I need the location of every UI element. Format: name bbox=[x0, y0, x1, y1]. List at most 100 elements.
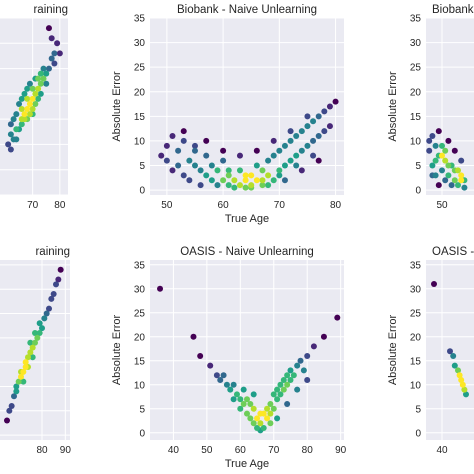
scatter-point bbox=[320, 333, 327, 340]
scatter-point bbox=[203, 172, 210, 179]
y-tick-label: 20 bbox=[134, 87, 146, 98]
y-tick-label: 30 bbox=[410, 284, 422, 295]
scatter-point bbox=[242, 172, 249, 179]
scatter-point bbox=[18, 373, 24, 380]
scatter-point bbox=[231, 184, 238, 191]
x-axis-label: True Age bbox=[225, 458, 269, 470]
scatter-point bbox=[270, 405, 277, 412]
scatter-point bbox=[310, 118, 317, 125]
scatter-point bbox=[242, 184, 249, 191]
scatter-point bbox=[293, 133, 300, 139]
scatter-point bbox=[429, 162, 436, 169]
scatter-point bbox=[15, 378, 22, 385]
subplot-title: raining bbox=[33, 4, 68, 16]
scatter-point bbox=[277, 391, 284, 398]
scatter-point bbox=[169, 167, 176, 174]
scatter-point bbox=[280, 377, 287, 383]
scatter-point bbox=[240, 386, 247, 393]
y-tick-label: 15 bbox=[410, 356, 422, 367]
scatter-point bbox=[190, 333, 197, 340]
scatter-point bbox=[276, 147, 283, 154]
scatter-point bbox=[294, 362, 301, 369]
plot-area bbox=[150, 260, 344, 440]
scatter-point bbox=[32, 339, 38, 346]
scatter-point bbox=[220, 147, 227, 154]
scatter-point bbox=[267, 410, 274, 417]
scatter-point bbox=[456, 372, 463, 379]
scatter-point bbox=[304, 113, 311, 120]
x-tick-label: 50 bbox=[436, 200, 448, 211]
scatter-point bbox=[227, 386, 234, 393]
scatter-points bbox=[5, 25, 63, 153]
scatter-point bbox=[315, 157, 322, 164]
x-tick-label: 40 bbox=[436, 445, 448, 456]
scatter-point bbox=[247, 401, 254, 407]
plot-area bbox=[150, 18, 344, 195]
scatter-point bbox=[310, 343, 317, 350]
x-tick-label: 50 bbox=[161, 200, 173, 211]
plot-area bbox=[426, 18, 474, 195]
scatter-point bbox=[287, 137, 294, 144]
scatter-point bbox=[254, 425, 261, 431]
scatter-point bbox=[51, 60, 58, 67]
scatter-point bbox=[26, 100, 33, 107]
scatter-point bbox=[442, 147, 449, 154]
scatter-point bbox=[40, 75, 47, 82]
scatter-point bbox=[250, 391, 257, 398]
scatter-point bbox=[233, 391, 240, 398]
scatter-point bbox=[39, 325, 45, 332]
x-tick-label: 60 bbox=[235, 445, 247, 456]
y-tick-label: 25 bbox=[134, 63, 146, 74]
y-tick-label: 30 bbox=[134, 284, 146, 295]
scatter-point bbox=[290, 372, 297, 379]
scatter-point bbox=[55, 276, 62, 283]
y-tick-label: 35 bbox=[134, 14, 146, 25]
scatter-point bbox=[463, 391, 469, 398]
scatter-point bbox=[287, 157, 294, 164]
subplot-title: OASIS - Naive Unlearning bbox=[180, 246, 314, 258]
scatter-point bbox=[236, 182, 243, 189]
scatter-point bbox=[26, 111, 33, 118]
y-tick-label: 5 bbox=[139, 161, 145, 172]
scatter-point bbox=[203, 137, 210, 144]
scatter-point bbox=[253, 177, 260, 184]
scatter-point bbox=[429, 133, 436, 139]
y-tick-label: 20 bbox=[410, 87, 422, 98]
scatter-point bbox=[225, 182, 232, 189]
scatter-point bbox=[6, 407, 13, 414]
y-tick-label: 0 bbox=[139, 186, 145, 197]
scatter-point bbox=[259, 177, 266, 184]
scatter-point bbox=[310, 152, 317, 159]
y-tick-label: 30 bbox=[410, 38, 422, 49]
scatter-point bbox=[458, 177, 465, 184]
scatter-point bbox=[40, 65, 47, 72]
scatter-point bbox=[461, 386, 468, 393]
scatter-point bbox=[321, 128, 328, 135]
scatter-point bbox=[451, 147, 458, 154]
scatter-point bbox=[281, 177, 288, 184]
scatter-point bbox=[35, 75, 42, 82]
y-tick-label: 15 bbox=[134, 112, 146, 123]
scatter-point bbox=[248, 172, 255, 179]
scatter-point bbox=[265, 182, 272, 189]
scatter-point bbox=[35, 85, 42, 92]
x-tick-label: 40 bbox=[168, 445, 180, 456]
x-tick-label: 70 bbox=[27, 200, 39, 211]
scatter-point bbox=[175, 162, 182, 169]
y-tick-label: 25 bbox=[134, 308, 146, 319]
scatter-point bbox=[51, 50, 58, 57]
scatter-point bbox=[13, 383, 20, 390]
scatter-point bbox=[267, 420, 274, 427]
scatter-point bbox=[257, 420, 264, 427]
scatter-point bbox=[208, 162, 215, 169]
scatter-point bbox=[29, 85, 36, 92]
x-tick-label: 80 bbox=[330, 200, 342, 211]
scatter-point bbox=[244, 410, 250, 417]
scatter-point bbox=[455, 367, 461, 374]
scatter-point bbox=[225, 167, 232, 174]
scatter-point bbox=[236, 167, 243, 174]
scatter-point bbox=[304, 377, 311, 383]
subplot-3: Biobank 50 0 5 10 15 20 25 30 35 Absolute Error bbox=[387, 4, 474, 211]
scatter-point bbox=[236, 152, 243, 159]
